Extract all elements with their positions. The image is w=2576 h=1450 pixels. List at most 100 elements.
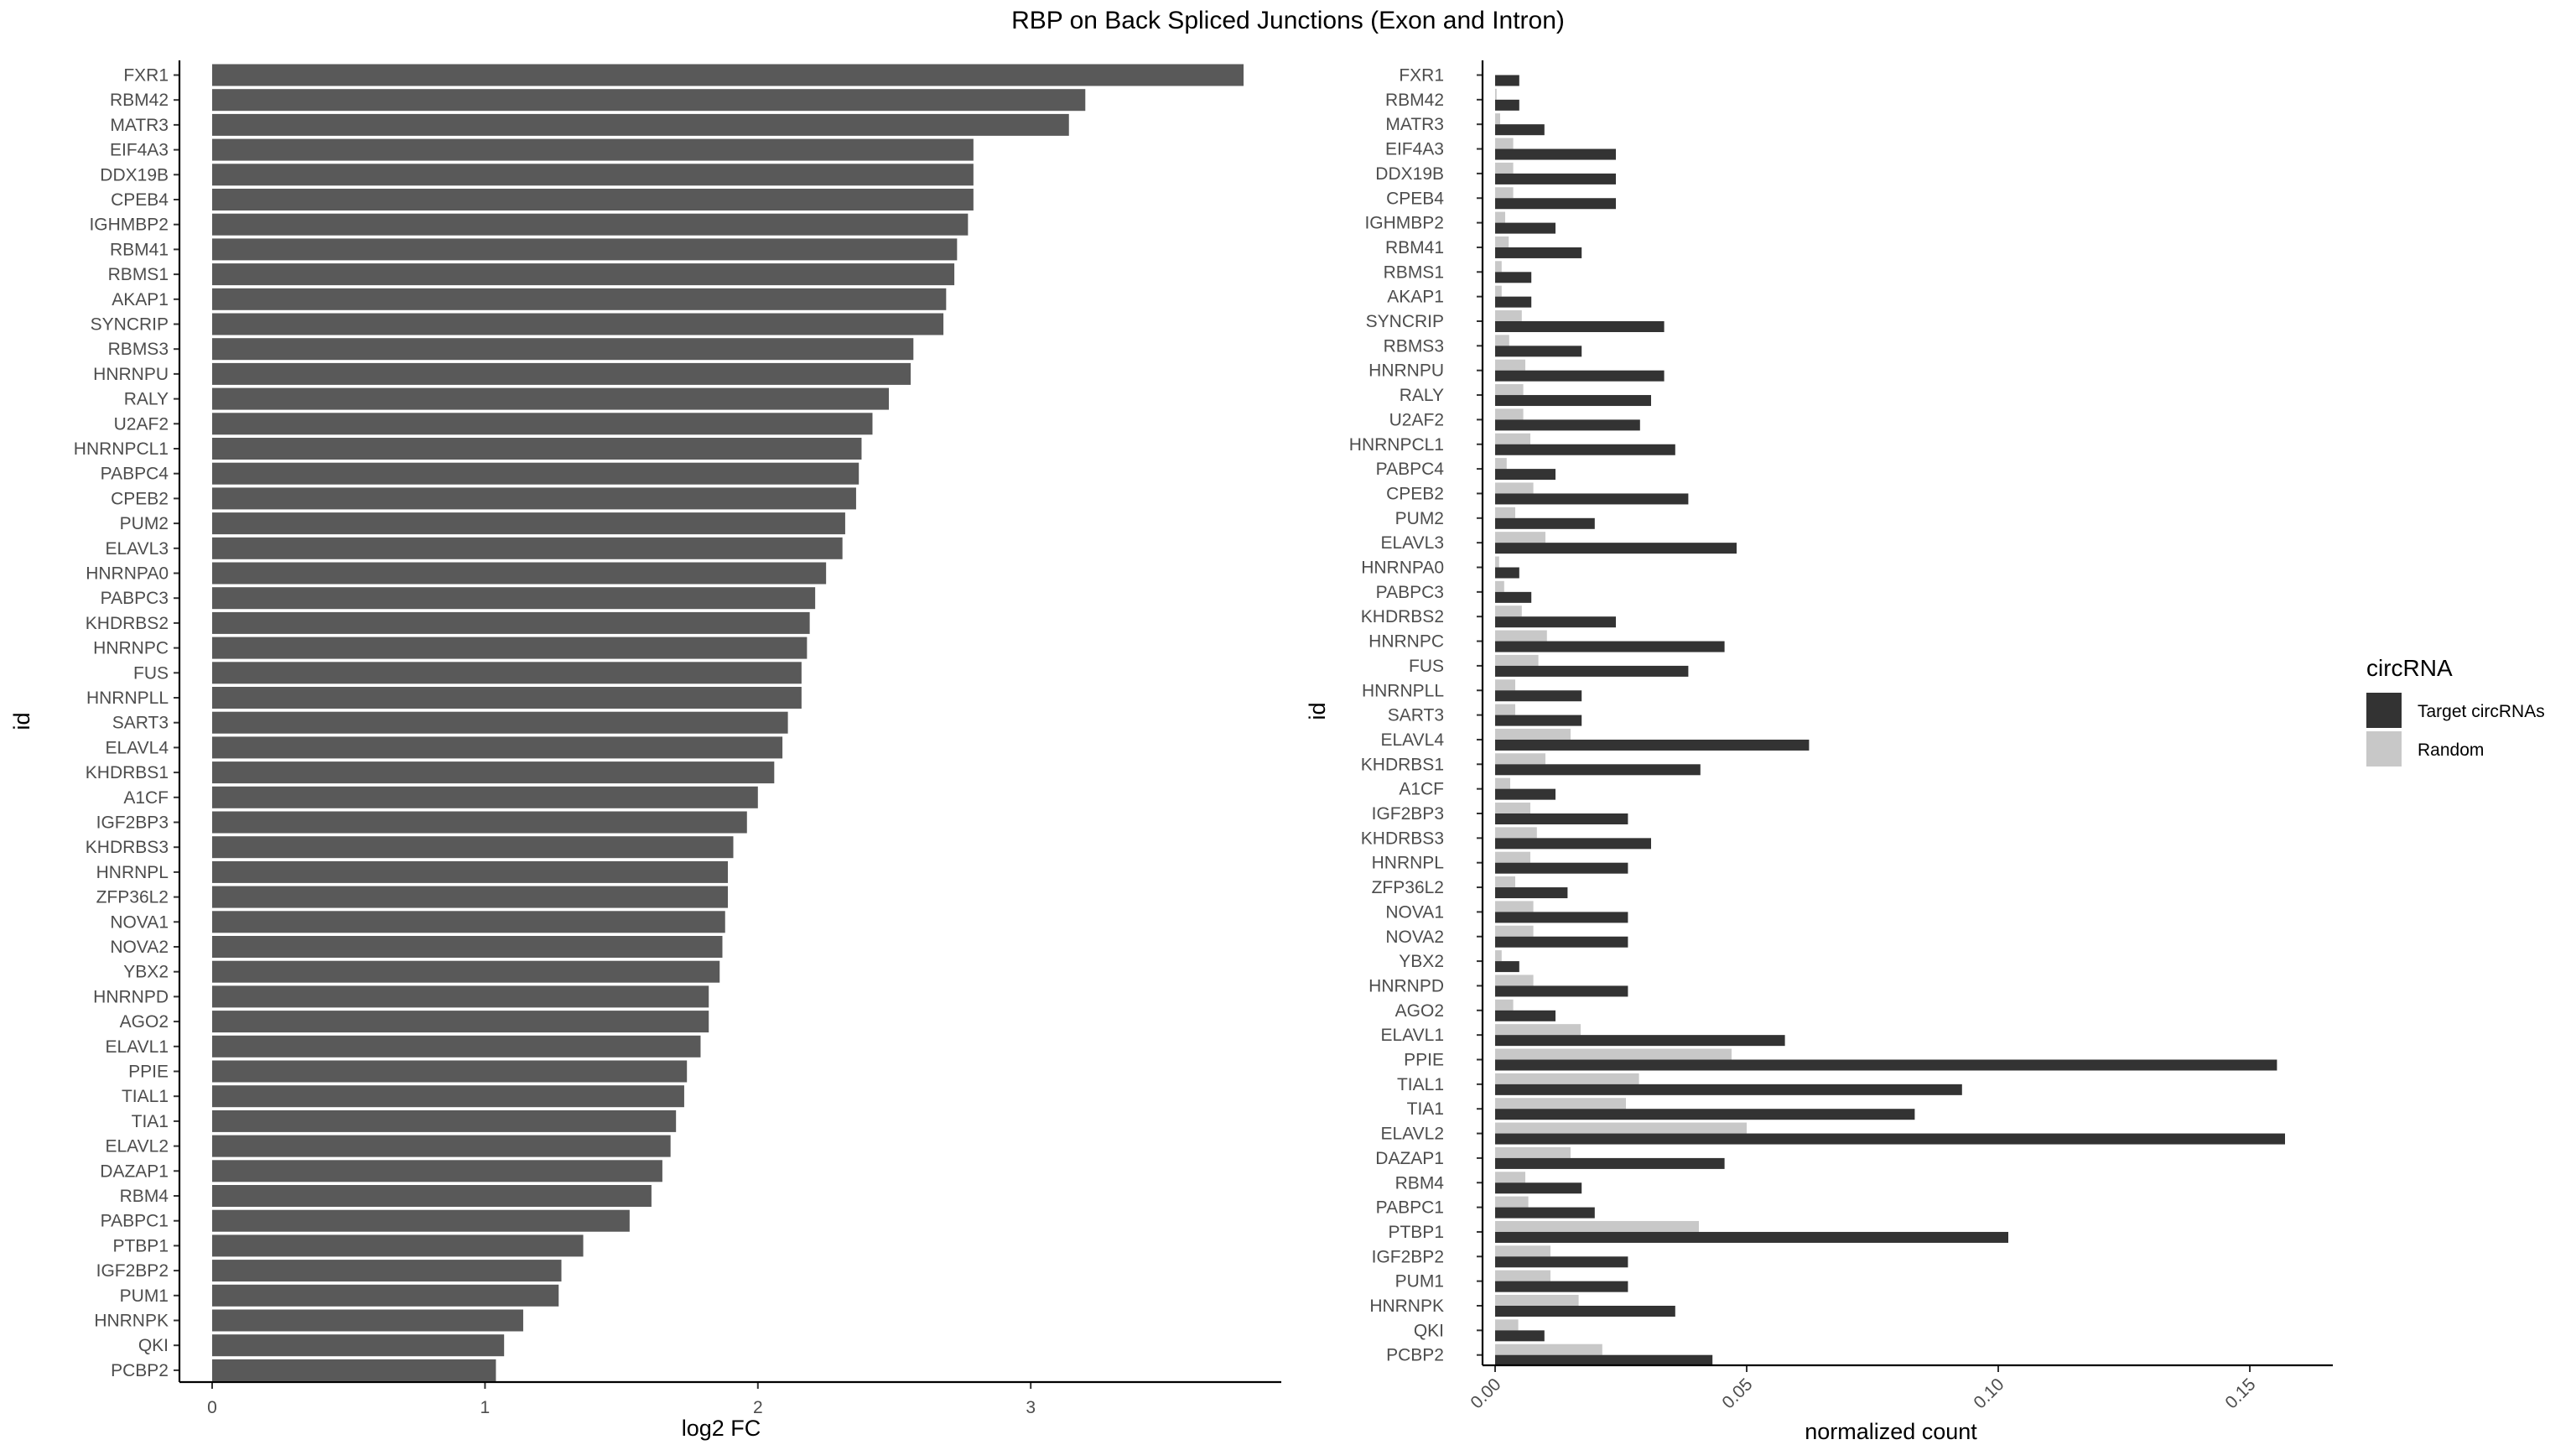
y-tick-label-khdrbs3: KHDRBS3 — [86, 838, 169, 857]
bar-hnrnpd — [212, 985, 709, 1008]
bar-target-akap1 — [1495, 296, 1532, 308]
y-tick-label-hnrnpa0: HNRNPA0 — [86, 564, 169, 584]
bar-target-ppie — [1495, 1059, 2277, 1071]
bar-target-hnrnpu — [1495, 370, 1665, 382]
y-tick-label-nova2: NOVA2 — [1385, 928, 1444, 947]
y-tick-label-ybx2: YBX2 — [1399, 952, 1444, 971]
legend: circRNA Target circRNAs Random — [2366, 655, 2545, 767]
x-tick-label-0-00: 0.00 — [1467, 1375, 1504, 1412]
bar-random-raly — [1495, 384, 1524, 396]
y-tick-label-khdrbs1: KHDRBS1 — [86, 763, 169, 782]
bar-khdrbs2 — [212, 611, 810, 634]
y-tick-label-ago2: AGO2 — [1395, 1001, 1444, 1021]
y-tick-label-elavl4: ELAVL4 — [1381, 730, 1445, 750]
legend-swatch-random — [2366, 731, 2402, 767]
bar-random-ago2 — [1495, 999, 1514, 1011]
right-chart-panel: FXR1 RBM42 MATR3 EIF4A3 DDX19B CPEB4 IGHMBP2 RB… — [1305, 60, 2333, 1444]
y-tick-label-rbm42: RBM42 — [110, 91, 169, 110]
y-tick-label-eif4a3: EIF4A3 — [1385, 140, 1444, 159]
y-tick-label-hnrnpa0: HNRNPA0 — [1361, 559, 1444, 578]
y-tick-label-hnrnpk: HNRNPK — [94, 1312, 169, 1331]
bar-fxr1 — [212, 64, 1244, 86]
bar-random-nova1 — [1495, 901, 1534, 912]
y-tick-label-ptbp1: PTBP1 — [1388, 1223, 1444, 1242]
bar-ptbp1 — [212, 1234, 584, 1257]
bar-target-ptbp1 — [1495, 1231, 2008, 1243]
bar-random-rbm42 — [1495, 88, 1497, 100]
bar-random-hnrnpd — [1495, 974, 1534, 986]
bar-target-pabpc1 — [1495, 1207, 1595, 1219]
right-x-axis-title: normalized count — [1805, 1419, 1977, 1444]
y-tick-label-rbms3: RBMS3 — [1384, 336, 1444, 356]
bar-random-rbms3 — [1495, 335, 1509, 346]
bar-hnrnpk — [212, 1309, 523, 1332]
bar-elavl1 — [212, 1035, 701, 1058]
bar-cpeb2 — [212, 487, 856, 510]
bar-nova2 — [212, 936, 723, 958]
left-y-axis-title: id — [9, 712, 34, 730]
bar-random-hnrnpa0 — [1495, 556, 1499, 568]
y-tick-label-ybx2: YBX2 — [123, 963, 169, 982]
bar-target-hnrnpll — [1495, 690, 1582, 702]
legend-label-target-circrnas: Target circRNAs — [2418, 702, 2545, 721]
bar-target-elavl3 — [1495, 543, 1737, 554]
bar-target-elavl4 — [1495, 739, 1810, 751]
y-tick-label-rbm4: RBM4 — [120, 1187, 169, 1206]
bar-target-hnrnpc — [1495, 641, 1725, 652]
y-tick-label-a1cf: A1CF — [1399, 780, 1444, 799]
y-tick-label-ddx19b: DDX19B — [1375, 164, 1444, 184]
bar-target-cpeb2 — [1495, 493, 1689, 505]
y-tick-label-tial1: TIAL1 — [122, 1087, 169, 1106]
bar-elavl2 — [212, 1135, 671, 1157]
bar-pabpc4 — [212, 462, 860, 485]
bar-target-pabpc4 — [1495, 469, 1555, 481]
right-y-tick-labels: FXR1 RBM42 MATR3 EIF4A3 DDX19B CPEB4 IGHMBP2 RB… — [1349, 66, 1483, 1365]
y-tick-label-hnrnpc: HNRNPC — [1368, 632, 1444, 652]
y-tick-label-pabpc1: PABPC1 — [101, 1212, 169, 1231]
bar-rbms1 — [212, 263, 955, 286]
y-tick-label-zfp36l2: ZFP36L2 — [1372, 878, 1444, 897]
y-tick-label-raly: RALY — [124, 390, 169, 409]
bar-random-khdrbs2 — [1495, 605, 1522, 617]
x-tick-label-0: 0 — [207, 1398, 217, 1417]
y-tick-label-hnrnpcl1: HNRNPCL1 — [1349, 435, 1444, 455]
y-tick-label-elavl3: ELAVL3 — [1381, 533, 1445, 553]
bar-target-hnrnpa0 — [1495, 567, 1519, 579]
bar-random-hnrnpl — [1495, 851, 1530, 863]
bar-random-khdrbs1 — [1495, 753, 1545, 765]
x-tick-label-1: 1 — [480, 1398, 491, 1417]
y-tick-label-matr3: MATR3 — [1385, 115, 1444, 134]
y-tick-label-hnrnpll: HNRNPLL — [1362, 681, 1444, 700]
bar-target-matr3 — [1495, 124, 1545, 136]
bar-target-rbm41 — [1495, 247, 1582, 258]
y-tick-label-hnrnpl: HNRNPL — [96, 863, 169, 882]
bar-target-pabpc3 — [1495, 591, 1532, 603]
bar-target-khdrbs1 — [1495, 764, 1701, 776]
bar-random-ptbp1 — [1495, 1220, 1699, 1232]
bar-ybx2 — [212, 960, 720, 983]
bar-rbm42 — [212, 89, 1086, 112]
y-tick-label-khdrbs3: KHDRBS3 — [1361, 829, 1444, 848]
bar-target-dazap1 — [1495, 1157, 1725, 1169]
left-y-tick-labels: FXR1 RBM42 MATR3 EIF4A3 DDX19B CPEB4 IGHMBP2 RB… — [74, 66, 179, 1380]
bar-target-raly — [1495, 395, 1651, 407]
y-tick-label-ighmbp2: IGHMBP2 — [89, 216, 169, 235]
y-tick-label-igf2bp3: IGF2BP3 — [96, 813, 169, 833]
y-tick-label-a1cf: A1CF — [123, 788, 169, 808]
y-tick-label-igf2bp2: IGF2BP2 — [1372, 1247, 1444, 1266]
bar-qki — [212, 1334, 505, 1357]
y-tick-label-nova2: NOVA2 — [110, 938, 169, 957]
bar-ddx19b — [212, 164, 974, 186]
bar-target-cpeb4 — [1495, 198, 1616, 210]
y-tick-label-hnrnpd: HNRNPD — [93, 987, 169, 1006]
bar-target-eif4a3 — [1495, 148, 1616, 160]
x-tick-label-0-15: 0.15 — [2221, 1375, 2259, 1412]
y-tick-label-akap1: AKAP1 — [112, 290, 169, 309]
bar-target-ago2 — [1495, 1010, 1555, 1021]
bar-random-hnrnpc — [1495, 630, 1547, 642]
bar-random-elavl1 — [1495, 1024, 1581, 1036]
y-tick-label-hnrnpl: HNRNPL — [1372, 854, 1444, 873]
bar-rbm41 — [212, 238, 958, 261]
y-tick-label-pum2: PUM2 — [1395, 509, 1444, 528]
y-tick-label-syncrip: SYNCRIP — [1366, 312, 1444, 331]
